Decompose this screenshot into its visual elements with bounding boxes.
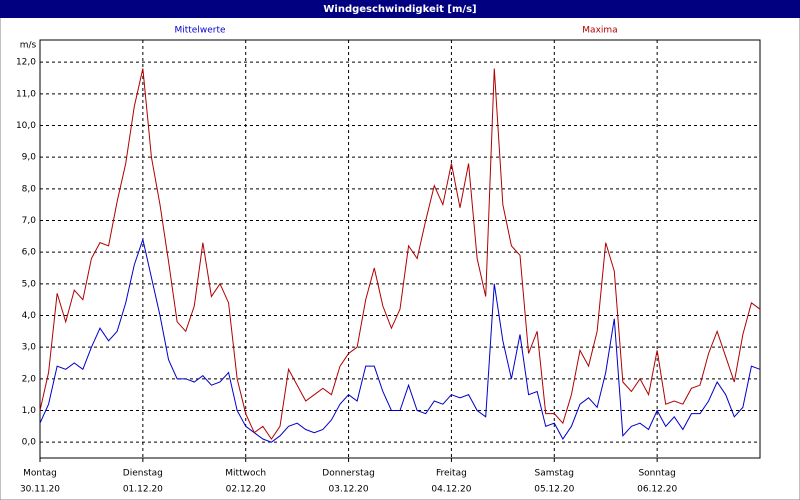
x-tick-date: 05.12.20 bbox=[534, 485, 574, 495]
y-tick-label: 0,0 bbox=[22, 438, 37, 448]
legend-label: Mittelwerte bbox=[174, 26, 225, 36]
x-tick-date: 03.12.20 bbox=[329, 485, 369, 495]
x-tick-date: 04.12.20 bbox=[431, 485, 471, 495]
chart-title: Windgeschwindigkeit [m/s] bbox=[323, 4, 476, 15]
y-tick-label: 10,0 bbox=[16, 121, 36, 131]
x-tick-label: Freitag bbox=[436, 469, 467, 479]
y-tick-label: 9,0 bbox=[22, 153, 37, 163]
series-line bbox=[39, 237, 761, 443]
x-tick-label: Montag bbox=[23, 469, 57, 479]
y-tick-label: 8,0 bbox=[22, 184, 37, 194]
x-tick-label: Sonntag bbox=[638, 469, 675, 479]
x-tick-date: 01.12.20 bbox=[123, 485, 163, 495]
x-tick-date: 30.11.20 bbox=[20, 485, 60, 495]
x-tick-label: Dienstag bbox=[123, 469, 163, 479]
x-tick-date: 06.12.20 bbox=[637, 485, 677, 495]
series-line bbox=[39, 68, 761, 440]
x-tick-label: Donnerstag bbox=[322, 469, 375, 479]
legend-label: Maxima bbox=[582, 26, 617, 36]
y-tick-label: 7,0 bbox=[22, 216, 37, 226]
y-tick-label: 5,0 bbox=[22, 279, 37, 289]
y-tick-label: 3,0 bbox=[22, 343, 37, 353]
y-axis-label: m/s bbox=[20, 41, 37, 51]
x-tick-date: 02.12.20 bbox=[226, 485, 266, 495]
x-tick-label: Samstag bbox=[535, 469, 574, 479]
title-bar bbox=[0, 0, 800, 18]
x-tick-label: Mittwoch bbox=[225, 469, 266, 479]
y-tick-label: 2,0 bbox=[22, 374, 37, 384]
y-tick-label: 11,0 bbox=[16, 89, 36, 99]
y-tick-label: 4,0 bbox=[22, 311, 37, 321]
y-tick-label: 1,0 bbox=[22, 406, 37, 416]
y-tick-label: 6,0 bbox=[22, 248, 37, 258]
y-tick-label: 12,0 bbox=[16, 58, 36, 68]
plot-area bbox=[39, 39, 761, 459]
